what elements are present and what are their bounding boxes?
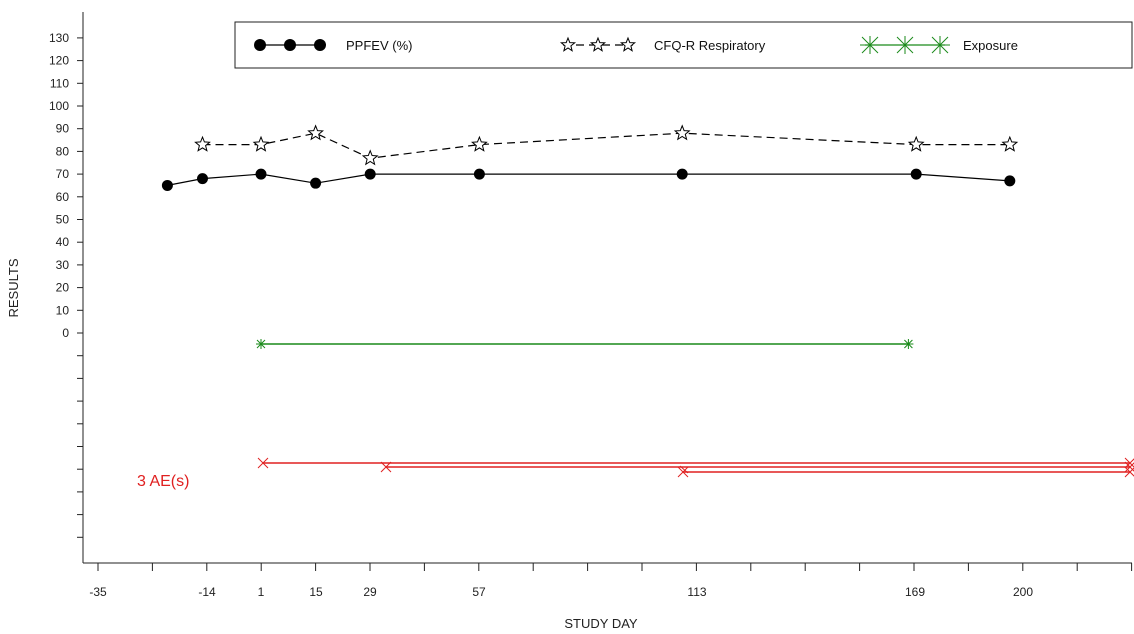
ae-marker-stroke	[257, 457, 269, 469]
data-point	[1004, 175, 1016, 187]
data-point	[307, 124, 324, 141]
y-tick-label: 100	[49, 99, 69, 113]
x-tick-label: 113	[687, 585, 706, 599]
x-tick-label: 15	[309, 585, 323, 599]
data-point	[255, 168, 267, 180]
x-axis-label: STUDY DAY	[564, 616, 638, 631]
y-tick-label: 110	[50, 76, 69, 90]
y-tick-label: 80	[56, 144, 70, 158]
data-point	[361, 149, 379, 166]
series-ppfev-	[161, 168, 1016, 191]
y-axis-label: RESULTS	[6, 258, 21, 317]
ae-marker-stroke	[1124, 467, 1134, 478]
ae-marker-stroke	[1124, 462, 1134, 473]
y-tick-label: 30	[56, 258, 70, 272]
y-tick-label: 0	[62, 326, 69, 340]
y-tick-label: 90	[56, 122, 70, 136]
data-point	[907, 135, 925, 152]
data-point	[676, 168, 688, 180]
data-point	[252, 135, 270, 152]
legend-entry: Exposure	[860, 36, 1018, 54]
exposure-marker-stroke	[256, 339, 266, 349]
legend-entry: CFQ-R Respiratory	[559, 36, 766, 53]
y-tick-label: 70	[56, 167, 70, 181]
x-tick-label: 1	[258, 585, 265, 599]
exposure-marker	[903, 339, 914, 349]
series-line	[167, 173, 1010, 186]
adverse-event-count-label: 3 AE(s)	[137, 473, 189, 490]
y-tick-label: 10	[56, 303, 70, 317]
data-point	[310, 177, 322, 189]
legend: PPFEV (%) CFQ-R Respiratory Exposure	[234, 21, 1133, 69]
y-tick-label: 50	[56, 213, 70, 227]
y-tick-label: 40	[56, 235, 70, 249]
data-point	[673, 124, 691, 141]
ae-marker-stroke	[380, 461, 392, 473]
legend-marker-stroke	[896, 36, 914, 54]
exposure-layer	[256, 339, 914, 349]
data-point	[910, 168, 922, 180]
ae-marker-stroke	[677, 466, 689, 478]
adverse-event-layer	[257, 457, 1134, 478]
x-tick-label: 169	[905, 585, 925, 599]
x-tick-label: 200	[1013, 585, 1033, 599]
data-point	[473, 168, 485, 180]
ae-marker	[1124, 461, 1134, 473]
legend-marker	[284, 39, 296, 51]
legend-box	[234, 21, 1133, 69]
exposure-marker	[256, 339, 266, 349]
exposure-marker-stroke	[904, 339, 913, 349]
x-tick-label: 57	[472, 585, 486, 599]
y-tick-label: 60	[56, 190, 70, 204]
data-point	[197, 173, 208, 185]
series-layer	[161, 124, 1019, 191]
x-tick-label: -14	[198, 585, 216, 599]
legend-marker	[254, 39, 266, 51]
series-line	[202, 132, 1010, 159]
legend-entry: PPFEV (%)	[254, 38, 412, 53]
legend-marker-stroke	[861, 36, 879, 54]
data-point	[364, 168, 376, 180]
legend-marker	[619, 36, 637, 52]
data-point	[471, 135, 488, 152]
y-tick-label: 20	[56, 281, 70, 295]
x-tick-label: -35	[89, 585, 107, 599]
ae-marker-extra	[679, 465, 689, 474]
series-cfq-r-respiratory	[194, 124, 1019, 166]
legend-marker	[559, 36, 577, 52]
ae-marker	[380, 461, 392, 473]
legend-label: Exposure	[963, 38, 1018, 53]
data-point	[194, 135, 211, 152]
legend-label: PPFEV (%)	[346, 38, 412, 53]
data-point	[1001, 135, 1019, 152]
legend-marker-stroke	[931, 36, 949, 54]
data-point	[161, 179, 173, 191]
y-tick-label: 130	[49, 31, 69, 45]
ae-marker	[257, 457, 269, 469]
chart-axes: 0 10 20 30 40 50 60 70 80 90 100 110 120 130 -35 -14 1 15…	[49, 12, 1133, 599]
ae-marker	[677, 466, 689, 478]
ae-marker	[1124, 466, 1134, 478]
y-tick-label: 120	[49, 54, 69, 68]
x-tick-label: 29	[363, 585, 377, 599]
legend-marker	[589, 36, 607, 52]
legend-marker	[314, 39, 326, 51]
legend-label: CFQ-R Respiratory	[654, 38, 766, 53]
